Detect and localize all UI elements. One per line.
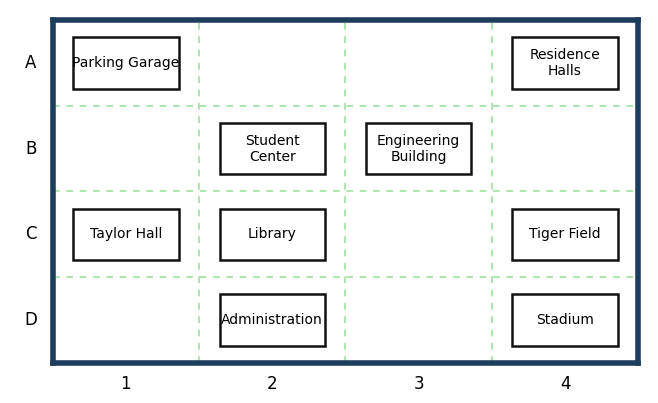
Bar [220,123,325,174]
Text: Engineering
Building: Engineering Building [377,133,461,164]
Text: Administration: Administration [221,313,323,327]
Bar [513,294,618,345]
Bar [73,209,178,260]
Bar [513,37,618,89]
Bar [513,209,618,260]
Text: Taylor Hall: Taylor Hall [89,227,162,241]
Text: 3: 3 [413,375,424,393]
Text: Library: Library [248,227,297,241]
Bar [220,209,325,260]
Text: Stadium: Stadium [536,313,594,327]
Bar [220,294,325,345]
Text: C: C [25,225,36,243]
Text: Tiger Field: Tiger Field [529,227,601,241]
Text: A: A [25,54,36,72]
Bar [366,123,471,174]
Text: 2: 2 [267,375,278,393]
Text: 1: 1 [120,375,131,393]
Text: Student
Center: Student Center [245,133,299,164]
Text: Residence
Halls: Residence Halls [530,48,601,78]
Text: 4: 4 [560,375,570,393]
Text: B: B [25,139,36,158]
Text: Parking Garage: Parking Garage [72,56,180,70]
Text: D: D [24,311,37,329]
Bar [73,37,178,89]
